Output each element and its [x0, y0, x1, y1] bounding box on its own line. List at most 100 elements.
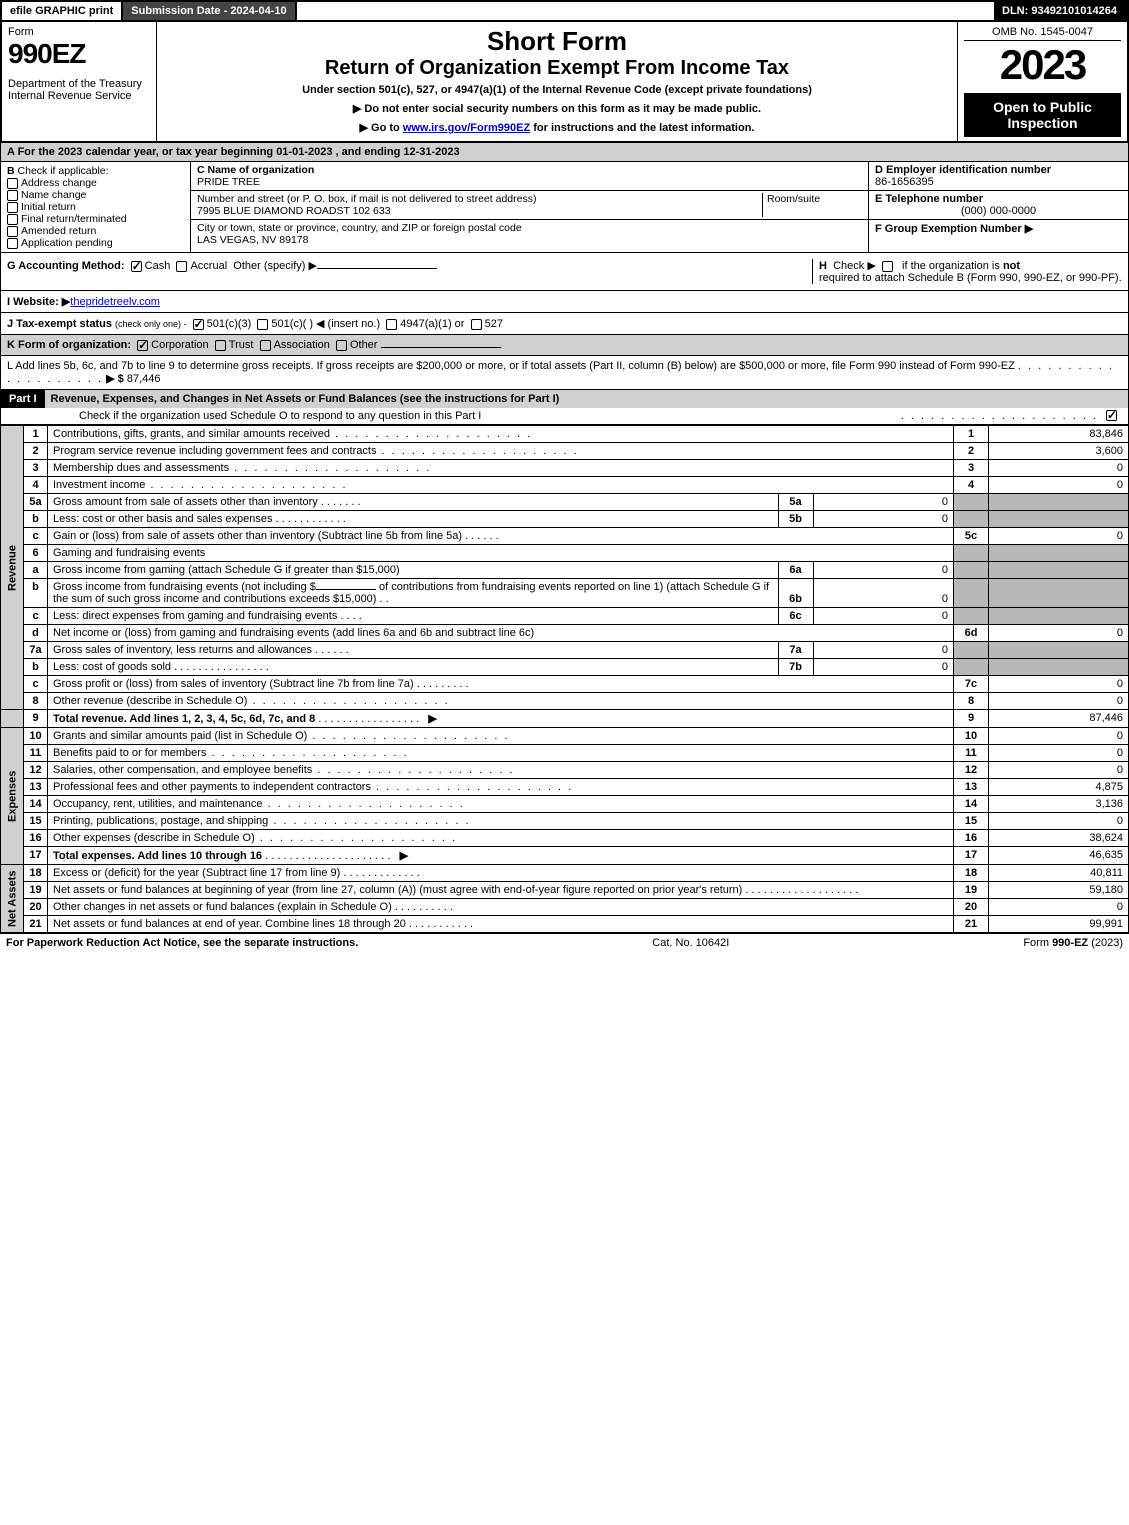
part1-header-row: Part I Revenue, Expenses, and Changes in…: [0, 390, 1129, 425]
l13-val: 4,875: [989, 779, 1129, 796]
l7c-desc: Gross profit or (loss) from sales of inv…: [53, 678, 414, 690]
j-o2: 501(c)( ) ◀ (insert no.): [271, 318, 380, 330]
l6d-desc: Net income or (loss) from gaming and fun…: [53, 627, 534, 639]
side-revenue: Revenue: [1, 426, 24, 710]
i-label: I Website: ▶: [7, 296, 70, 308]
l6c-gray2: [989, 608, 1129, 625]
line-3: 3Membership dues and assessments30: [1, 460, 1129, 477]
l6b-blank: [316, 589, 376, 590]
l11-dots: [206, 747, 408, 759]
l5a-gray2: [989, 494, 1129, 511]
l8-dots: [247, 695, 449, 707]
l18-num: 18: [954, 865, 989, 882]
top-bar: efile GRAPHIC print Submission Date - 20…: [0, 0, 1129, 22]
box-bcd: B Check if applicable: Address change Na…: [0, 162, 1129, 253]
l14-desc: Occupancy, rent, utilities, and maintena…: [53, 798, 263, 810]
l15-dots: [268, 815, 470, 827]
form-header: Form 990EZ Department of the Treasury In…: [0, 22, 1129, 143]
l7a-desc: Gross sales of inventory, less returns a…: [53, 644, 312, 656]
chk-accrual[interactable]: [176, 261, 187, 272]
chk-schedule-o[interactable]: [1106, 410, 1117, 421]
line-20: 20Other changes in net assets or fund ba…: [1, 899, 1129, 916]
side-expenses: Expenses: [1, 728, 24, 865]
chk-address[interactable]: [7, 178, 18, 189]
line-6a: aGross income from gaming (attach Schedu…: [1, 562, 1129, 579]
chk-pending[interactable]: [7, 238, 18, 249]
line-8: 8Other revenue (describe in Schedule O)8…: [1, 693, 1129, 710]
l6d-val: 0: [989, 625, 1129, 642]
website-link[interactable]: thepridetreelv.com: [70, 296, 160, 308]
part1-table: Revenue 1Contributions, gifts, grants, a…: [0, 425, 1129, 933]
k-other-blank: [381, 347, 501, 348]
l2-val: 3,600: [989, 443, 1129, 460]
l3-dots: [229, 462, 431, 474]
chk-501c[interactable]: [257, 319, 268, 330]
l6b-gray: [954, 579, 989, 608]
l7b-sn: 7b: [778, 659, 813, 675]
l6d-num: 6d: [954, 625, 989, 642]
g-other: Other (specify) ▶: [233, 260, 317, 272]
l11-desc: Benefits paid to or for members: [53, 747, 206, 759]
chk-501c3[interactable]: [193, 319, 204, 330]
opt-pending: Application pending: [21, 237, 113, 249]
chk-name[interactable]: [7, 190, 18, 201]
l6c-gray: [954, 608, 989, 625]
org-street: 7995 BLUE DIAMOND ROADST 102 633: [197, 205, 391, 217]
line-16: 16Other expenses (describe in Schedule O…: [1, 830, 1129, 847]
ein-label: D Employer identification number: [875, 164, 1051, 176]
l5b-desc: Less: cost or other basis and sales expe…: [53, 513, 273, 525]
j-o1: 501(c)(3): [207, 318, 252, 330]
line-7a: 7aGross sales of inventory, less returns…: [1, 642, 1129, 659]
l6-desc: Gaming and fundraising events: [48, 545, 954, 562]
c-name-label: C Name of organization: [197, 164, 314, 176]
chk-cash[interactable]: [131, 261, 142, 272]
h-check: Check ▶: [833, 260, 876, 272]
tel-label: E Telephone number: [875, 193, 983, 205]
l7b-desc: Less: cost of goods sold: [53, 661, 171, 673]
line-17: 17Total expenses. Add lines 10 through 1…: [1, 847, 1129, 865]
l5c-val: 0: [989, 528, 1129, 545]
l4-dots: [145, 479, 347, 491]
l12-dots: [312, 764, 514, 776]
under-section: Under section 501(c), 527, or 4947(a)(1)…: [165, 84, 949, 96]
line-7c: cGross profit or (loss) from sales of in…: [1, 676, 1129, 693]
g-other-blank: [317, 268, 437, 269]
chk-initial[interactable]: [7, 202, 18, 213]
l6b-sv: 0: [813, 579, 953, 607]
chk-527[interactable]: [471, 319, 482, 330]
l1-dots: [330, 428, 532, 440]
part1-label: Part I: [1, 390, 45, 408]
chk-corp[interactable]: [137, 340, 148, 351]
row-l: L Add lines 5b, 6c, and 7b to line 9 to …: [0, 356, 1129, 390]
line-5b: bLess: cost or other basis and sales exp…: [1, 511, 1129, 528]
l6a-gray: [954, 562, 989, 579]
g-label: G Accounting Method:: [7, 260, 125, 272]
side-blank-9: [1, 710, 24, 728]
l6a-sn: 6a: [778, 562, 813, 578]
efile-print[interactable]: efile GRAPHIC print: [2, 2, 123, 20]
h-text2: if the organization is: [902, 260, 1000, 272]
l20-num: 20: [954, 899, 989, 916]
j-label: J Tax-exempt status: [7, 318, 112, 330]
chk-trust[interactable]: [215, 340, 226, 351]
chk-other[interactable]: [336, 340, 347, 351]
l8-desc: Other revenue (describe in Schedule O): [53, 695, 247, 707]
chk-4947[interactable]: [386, 319, 397, 330]
g-accrual: Accrual: [190, 260, 227, 272]
irs-link[interactable]: www.irs.gov/Form990EZ: [403, 122, 530, 134]
k-assoc: Association: [274, 339, 330, 351]
chk-amended[interactable]: [7, 226, 18, 237]
line-6d: dNet income or (loss) from gaming and fu…: [1, 625, 1129, 642]
chk-assoc[interactable]: [260, 340, 271, 351]
l7b-sv: 0: [813, 659, 953, 675]
chk-h[interactable]: [882, 261, 893, 272]
submission-date: Submission Date - 2024-04-10: [123, 2, 296, 20]
l6c-sn: 6c: [778, 608, 813, 624]
l21-num: 21: [954, 916, 989, 933]
line-21: 21Net assets or fund balances at end of …: [1, 916, 1129, 933]
ssn-warning: ▶ Do not enter social security numbers o…: [165, 102, 949, 115]
chk-final[interactable]: [7, 214, 18, 225]
l5a-desc: Gross amount from sale of assets other t…: [53, 496, 318, 508]
l1-num: 1: [954, 426, 989, 443]
l14-num: 14: [954, 796, 989, 813]
